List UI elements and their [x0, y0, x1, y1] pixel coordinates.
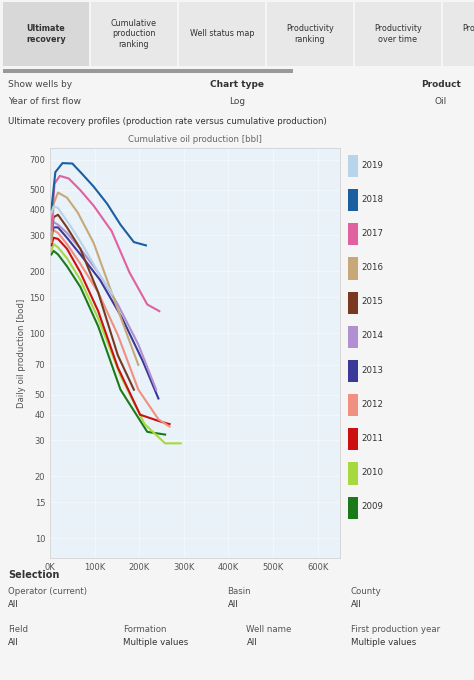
- FancyBboxPatch shape: [348, 496, 358, 519]
- Y-axis label: Daily oil production [bod]: Daily oil production [bod]: [18, 299, 27, 407]
- FancyBboxPatch shape: [355, 2, 441, 66]
- Text: Ultimate recovery profiles (production rate versus cumulative production): Ultimate recovery profiles (production r…: [8, 118, 327, 126]
- Text: Log: Log: [229, 97, 245, 106]
- FancyBboxPatch shape: [348, 360, 358, 382]
- Text: Selection: Selection: [8, 570, 59, 580]
- Text: Ultimate
recovery: Ultimate recovery: [26, 24, 66, 44]
- Text: All: All: [8, 638, 18, 647]
- Text: 2017: 2017: [361, 229, 383, 238]
- Text: Basin: Basin: [228, 587, 251, 596]
- Text: Chart type: Chart type: [210, 80, 264, 89]
- FancyBboxPatch shape: [267, 2, 353, 66]
- Text: 2018: 2018: [361, 194, 383, 204]
- Text: Multiple values: Multiple values: [351, 638, 416, 647]
- Text: All: All: [351, 600, 361, 609]
- Text: All: All: [228, 600, 238, 609]
- Text: Well name: Well name: [246, 625, 292, 634]
- Text: 2010: 2010: [361, 468, 383, 477]
- FancyBboxPatch shape: [3, 69, 293, 73]
- Text: Productivity
over time: Productivity over time: [374, 24, 422, 44]
- FancyBboxPatch shape: [348, 462, 358, 485]
- Text: 2011: 2011: [361, 434, 383, 443]
- Text: Show wells by: Show wells by: [8, 80, 72, 89]
- FancyBboxPatch shape: [91, 2, 177, 66]
- Text: Formation: Formation: [123, 625, 167, 634]
- Text: Cumulative
production
ranking: Cumulative production ranking: [111, 19, 157, 49]
- Text: Multiple values: Multiple values: [123, 638, 189, 647]
- Text: All: All: [246, 638, 257, 647]
- FancyBboxPatch shape: [348, 223, 358, 245]
- FancyBboxPatch shape: [443, 2, 474, 66]
- FancyBboxPatch shape: [348, 326, 358, 348]
- Text: County: County: [351, 587, 382, 596]
- Text: 2012: 2012: [361, 400, 383, 409]
- Text: Field: Field: [8, 625, 28, 634]
- Text: Oil: Oil: [435, 97, 447, 106]
- FancyBboxPatch shape: [348, 257, 358, 279]
- Text: Year of first flow: Year of first flow: [8, 97, 81, 106]
- Text: 2013: 2013: [361, 366, 383, 375]
- FancyBboxPatch shape: [348, 394, 358, 416]
- FancyBboxPatch shape: [348, 428, 358, 450]
- FancyBboxPatch shape: [348, 155, 358, 177]
- Text: 2014: 2014: [361, 331, 383, 341]
- Text: 2015: 2015: [361, 297, 383, 306]
- Text: First production year: First production year: [351, 625, 440, 634]
- Text: Operator (current): Operator (current): [8, 587, 87, 596]
- Text: 2016: 2016: [361, 263, 383, 272]
- Text: All: All: [8, 600, 18, 609]
- Text: Well status map: Well status map: [190, 29, 254, 39]
- FancyBboxPatch shape: [348, 292, 358, 313]
- Text: 2019: 2019: [361, 160, 383, 169]
- Text: 2009: 2009: [361, 503, 383, 511]
- FancyBboxPatch shape: [3, 2, 89, 66]
- FancyBboxPatch shape: [348, 189, 358, 211]
- Text: Productivity
ranking: Productivity ranking: [286, 24, 334, 44]
- Text: Product: Product: [421, 80, 461, 89]
- FancyBboxPatch shape: [179, 2, 265, 66]
- Text: Cumulative oil production [bbl]: Cumulative oil production [bbl]: [128, 135, 262, 145]
- Text: Productivity
map: Productivity map: [462, 24, 474, 44]
